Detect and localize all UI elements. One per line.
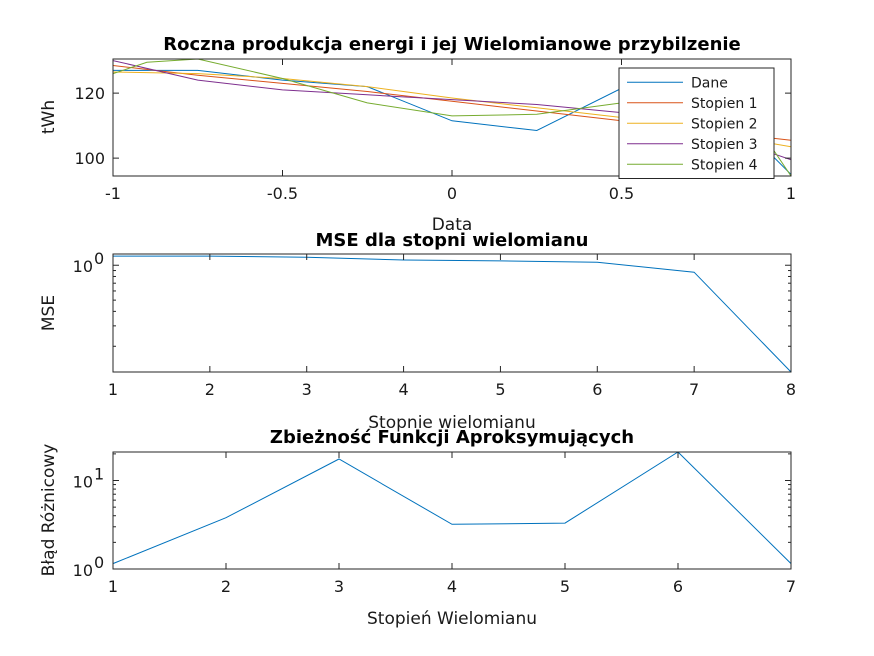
x-tick-label: 1 [786,184,796,203]
legend-label: Stopien 2 [691,116,758,132]
y-tick-label: 100 [74,149,105,168]
y-tick-label: 10 [73,561,93,580]
series-group [113,452,791,565]
x-tick-label: 5 [495,380,505,399]
legend: Dane Stopien 1 Stopien 2 Stopien 3 Stopien 4 [618,67,775,179]
ticks-group: -1 -0.5 0 0.5 1 100 120 [74,59,796,203]
series-line-0 [113,255,791,372]
series-line-0 [113,452,791,565]
y-axis-label: tWh [39,100,59,134]
legend-label: Stopien 3 [691,137,758,153]
x-tick-label: 2 [205,380,215,399]
y-axis-label: MSE [39,295,59,331]
plot-frame [112,58,792,177]
legend-label: Stopien 1 [691,96,758,112]
x-tick-label: -0.5 [267,184,298,203]
x-tick-label: 3 [302,380,312,399]
x-tick-label: 2 [221,577,231,596]
chart-mse: MSE dla stopni wielomianu Stopnie wielom… [39,230,796,433]
chart-title: MSE dla stopni wielomianu [316,230,589,251]
chart-energy-production: Roczna produkcja energi i jej Wielomiano… [39,34,796,235]
y-axis-label: Błąd Różnicowy [39,444,59,577]
chart-title: Roczna produkcja energi i jej Wielomiano… [163,34,741,55]
x-tick-label: 6 [592,380,602,399]
x-axis-label: Stopień Wielomianu [367,609,537,629]
plot-frame [112,253,792,373]
x-tick-label: 5 [560,577,570,596]
legend-label: Dane [691,75,728,91]
ticks-group: 1 2 3 4 5 6 7 8 10 0 [73,249,796,399]
x-tick-label: 1 [108,380,118,399]
x-tick-label: 0 [447,184,457,203]
y-tick-label: 120 [74,84,105,103]
legend-label: Stopien 4 [691,157,758,173]
plot-frame [112,451,792,570]
x-tick-label: -1 [105,184,121,203]
x-axis-label: Data [432,215,473,235]
x-tick-label: 4 [447,577,457,596]
chart-title: Zbieżność Funkcji Aproksymujących [270,427,634,448]
x-tick-label: 4 [398,380,408,399]
series-group [113,255,791,372]
y-tick-label-exponent: 0 [94,553,104,572]
chart-convergence: Zbieżność Funkcji Aproksymujących Stopie… [39,427,796,629]
x-axis-label: Stopnie wielomianu [368,413,535,433]
x-tick-label: 7 [786,577,796,596]
y-tick-label: 10 [73,473,93,492]
x-tick-label: 0.5 [609,184,634,203]
x-tick-label: 1 [108,577,118,596]
y-tick-label-exponent: 1 [94,465,104,484]
x-tick-label: 6 [673,577,683,596]
y-tick-label: 10 [73,257,93,276]
x-tick-label: 7 [689,380,699,399]
x-tick-label: 8 [786,380,796,399]
y-tick-label-exponent: 0 [94,249,104,268]
x-tick-label: 3 [334,577,344,596]
